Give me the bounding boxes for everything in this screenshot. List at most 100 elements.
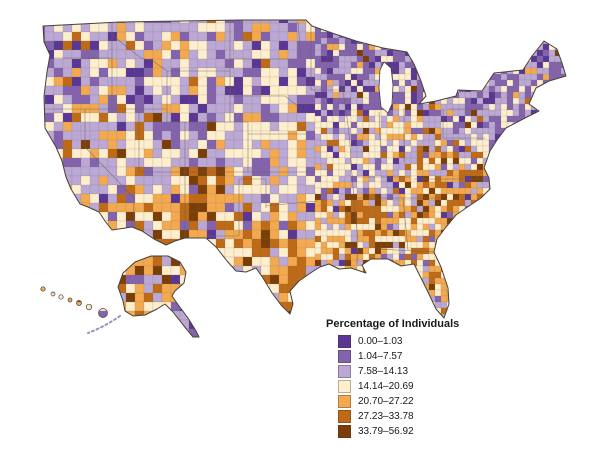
county-cell bbox=[518, 331, 526, 337]
county-cell bbox=[251, 328, 262, 337]
county-cell bbox=[161, 49, 172, 60]
county-cell bbox=[422, 103, 430, 111]
county-cell bbox=[422, 253, 430, 261]
county-cell bbox=[326, 145, 334, 153]
county-cell bbox=[179, 292, 190, 303]
county-cell bbox=[344, 241, 352, 249]
county-cell bbox=[524, 247, 532, 255]
county-cell bbox=[524, 139, 532, 147]
county-cell bbox=[380, 259, 388, 267]
county-cell bbox=[135, 338, 144, 347]
county-cell bbox=[332, 187, 340, 195]
county-cell bbox=[99, 338, 108, 347]
county-cell bbox=[242, 310, 253, 321]
county-cell bbox=[224, 220, 235, 231]
county-cell bbox=[422, 181, 430, 189]
county-cell bbox=[260, 193, 271, 204]
county-cell bbox=[40, 220, 46, 231]
county-cell bbox=[434, 49, 442, 57]
county-cell bbox=[362, 121, 370, 129]
county-cell bbox=[567, 98, 573, 104]
county-cell bbox=[530, 115, 538, 123]
county-cell bbox=[89, 175, 100, 186]
county-cell bbox=[179, 175, 190, 186]
county-cell bbox=[62, 319, 73, 330]
county-cell bbox=[567, 14, 573, 20]
county-cell bbox=[422, 145, 430, 153]
county-cell bbox=[179, 238, 190, 249]
county-cell bbox=[416, 20, 424, 27]
county-cell bbox=[98, 130, 109, 141]
county-cell bbox=[410, 151, 418, 159]
county-cell bbox=[416, 133, 424, 141]
county-cell bbox=[62, 238, 73, 249]
county-cell bbox=[89, 265, 100, 276]
county-cell bbox=[71, 229, 82, 240]
county-cell bbox=[554, 253, 562, 261]
county-cell bbox=[260, 238, 271, 249]
county-cell bbox=[296, 256, 307, 267]
county-cell bbox=[107, 58, 118, 69]
county-cell bbox=[287, 193, 298, 204]
county-cell bbox=[524, 85, 532, 93]
county-cell bbox=[215, 274, 226, 285]
county-cell bbox=[440, 103, 448, 111]
county-cell bbox=[125, 319, 136, 330]
county-cell bbox=[398, 25, 406, 33]
county-cell bbox=[428, 55, 436, 63]
county-cell bbox=[542, 247, 550, 255]
county-cell bbox=[554, 211, 562, 219]
county-cell bbox=[404, 151, 412, 159]
county-cell bbox=[215, 148, 226, 159]
county-cell bbox=[464, 85, 472, 93]
county-cell bbox=[260, 247, 271, 258]
county-cell bbox=[567, 56, 573, 62]
county-cell bbox=[134, 121, 145, 132]
county-cell bbox=[320, 133, 328, 141]
county-cell bbox=[278, 166, 289, 177]
county-cell bbox=[314, 169, 322, 177]
county-cell bbox=[464, 307, 472, 315]
county-cell bbox=[224, 67, 235, 78]
county-cell bbox=[567, 80, 573, 86]
county-cell bbox=[326, 151, 334, 159]
county-cell bbox=[410, 295, 418, 303]
county-cell bbox=[71, 157, 82, 168]
county-cell bbox=[470, 121, 478, 129]
county-cell bbox=[567, 68, 573, 74]
county-cell bbox=[338, 259, 346, 267]
county-cell bbox=[567, 188, 573, 194]
county-cell bbox=[278, 85, 289, 96]
county-cell bbox=[567, 236, 573, 242]
county-cell bbox=[350, 211, 358, 219]
county-cell bbox=[542, 139, 550, 147]
county-cell bbox=[62, 292, 73, 303]
county-cell bbox=[224, 274, 235, 285]
county-cell bbox=[404, 79, 412, 87]
county-cell bbox=[422, 259, 430, 267]
county-cell bbox=[224, 292, 235, 303]
county-cell bbox=[452, 223, 460, 231]
county-cell bbox=[506, 43, 514, 51]
county-cell bbox=[242, 40, 253, 51]
county-cell bbox=[374, 301, 382, 309]
county-cell bbox=[392, 133, 400, 141]
county-cell bbox=[500, 223, 508, 231]
county-cell bbox=[470, 49, 478, 57]
county-cell bbox=[500, 151, 508, 159]
county-cell bbox=[548, 283, 556, 291]
county-cell bbox=[143, 31, 154, 42]
county-cell bbox=[500, 181, 508, 189]
county-cell bbox=[518, 85, 526, 93]
county-cell bbox=[296, 229, 307, 240]
county-cell bbox=[320, 205, 328, 213]
county-cell bbox=[530, 223, 538, 231]
county-cell bbox=[116, 67, 127, 78]
county-cell bbox=[338, 187, 346, 195]
county-cell bbox=[500, 241, 508, 249]
county-cell bbox=[332, 121, 340, 129]
county-cell bbox=[536, 31, 544, 39]
county-cell bbox=[125, 40, 136, 51]
county-cell bbox=[554, 217, 562, 225]
county-cell bbox=[410, 103, 418, 111]
